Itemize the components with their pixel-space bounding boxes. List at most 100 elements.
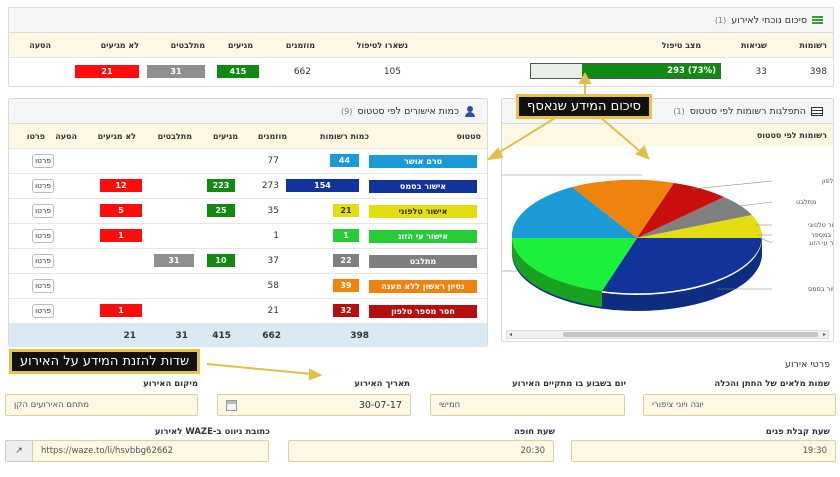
row-invited: 77: [267, 156, 279, 166]
col-invited: מוזמנים: [285, 40, 315, 50]
summary-maybe-badge: 31: [147, 65, 205, 78]
status-totals-row: 398 662 415 31 21: [9, 323, 487, 347]
calendar-icon[interactable]: [226, 399, 237, 411]
table-icon: [811, 106, 823, 116]
summary-records: 398: [809, 67, 827, 77]
couple-names-value: יונה ויוני ציפורי: [652, 400, 704, 410]
progress-bar: 293 (73%): [530, 63, 721, 79]
details-button[interactable]: פרטו: [32, 304, 54, 318]
pie-label-phone: אישור טלפוני: [808, 221, 833, 229]
status-count: (9): [341, 106, 353, 116]
pie-slice-no-phone: [637, 183, 724, 238]
location-value: מתחם האירועים הקן: [14, 400, 89, 410]
col-remaining: נשארו לטיפול: [356, 40, 408, 50]
pie-label-wrong-number: טעות במספר: [811, 231, 833, 239]
pie-slice-maybe: [637, 197, 752, 238]
col-errors: שגיאות: [740, 40, 767, 50]
date-value: 30-07-17: [358, 399, 402, 411]
details-button[interactable]: פרטו: [32, 204, 54, 218]
summary-errors: 33: [755, 67, 767, 77]
table-row: אישור בסמס 154 273 223 12 פרטו: [9, 173, 487, 198]
status-header: כמות אישורים לפי סטטוס (9): [9, 99, 487, 124]
status-panel: כמות אישורים לפי סטטוס (9) סטטוס כמות רש…: [8, 98, 488, 347]
total-maybe: 31: [175, 330, 188, 341]
label-weekday: יום בשבוע בו מתקיים האירוע: [511, 379, 626, 389]
col-transport: הסעה: [29, 40, 51, 50]
status-label: מתלבט: [369, 255, 477, 268]
label-date: תאריך האירוע: [354, 379, 410, 389]
col-handling: מצב טיפול: [661, 40, 701, 50]
pie-label-no-phone: חסר מספר טלפון: [822, 177, 833, 185]
summary-title: סיכום נוכחי לאירוע: [731, 14, 807, 26]
list-icon: [812, 15, 823, 25]
total-count: 398: [350, 330, 369, 341]
external-link-icon[interactable]: ↗: [5, 440, 33, 462]
pie-subheader-label: רשומות לפי סטטוס: [756, 130, 827, 140]
event-section-title: פרטי אירוע: [785, 359, 830, 370]
col-records: רשומות: [799, 40, 827, 50]
couple-names-field[interactable]: יונה ויוני ציפורי: [643, 394, 836, 416]
callout-event-fields: שדות להזנת המידע על האירוע: [9, 349, 201, 374]
row-not-coming-badge: 1: [100, 304, 142, 317]
status-label: נסיון ראשון ללא מענה: [369, 280, 477, 293]
table-row: אישור עי הזוג 1 1 1 פרטו: [9, 223, 487, 248]
progress-fill: [582, 64, 720, 78]
scrollbar-thumb[interactable]: [563, 332, 818, 337]
location-field[interactable]: מתחם האירועים הקן: [5, 394, 198, 416]
status-count-badge: 22: [333, 254, 359, 267]
th-invited: מוזמנים: [257, 131, 287, 141]
status-label: אישור עי הזוג: [369, 230, 477, 243]
col-coming: מגיעים: [228, 40, 253, 50]
row-invited: 21: [267, 306, 279, 316]
status-label: חסר מספר טלפון: [369, 305, 477, 318]
reception-time-field[interactable]: 19:30: [571, 440, 836, 462]
th-transport: הסעה: [55, 131, 77, 141]
details-button[interactable]: פרטו: [32, 154, 54, 168]
row-coming-badge: 25: [207, 204, 235, 217]
details-button[interactable]: פרטו: [32, 254, 54, 268]
total-coming: 415: [212, 330, 231, 341]
summary-header: סיכום נוכחי לאירוע (1): [9, 8, 833, 33]
pie-slice-phone: [637, 215, 763, 238]
row-not-coming-badge: 12: [100, 179, 142, 192]
status-count-badge: 39: [333, 279, 359, 292]
details-button[interactable]: פרטו: [32, 229, 54, 243]
reception-time-value: 19:30: [802, 446, 828, 456]
pie-label-couple: אישור עי הזוג: [809, 239, 833, 247]
th-details: פרטו: [26, 131, 45, 141]
total-invited: 662: [262, 330, 281, 341]
label-couple-names: שמות מלאים של החתן והכלה: [714, 379, 830, 389]
status-count-badge: 1: [333, 229, 359, 242]
label-chuppah: שעת חופה: [513, 427, 555, 437]
summary-remaining: 105: [383, 67, 401, 77]
status-label: אישור בסמס: [369, 180, 477, 193]
pie-panel: התפלגות רשומות לפי סטטוס (1) רשומות לפי …: [501, 98, 834, 342]
callout-summary-info: סיכום המידע שנאסף: [516, 94, 652, 119]
chuppah-time-field[interactable]: 20:30: [288, 440, 554, 462]
table-row: חסר מספר טלפון 32 21 1 פרטו: [9, 298, 487, 323]
details-button[interactable]: פרטו: [32, 279, 54, 293]
pie-count: (1): [673, 106, 685, 116]
status-rows: טרם אושר 44 77 פרטו אישור בסמס 154 273 223 12 פרט…: [9, 148, 487, 323]
status-count-badge: 154: [286, 179, 359, 192]
th-not-coming: לא מגיעים: [97, 131, 136, 141]
summary-data-row: 398 33 293 (73%) 105 662 415 31 21: [9, 57, 833, 86]
progress-text: 293 (73%): [667, 66, 716, 76]
table-row: נסיון ראשון ללא מענה 39 58 פרטו: [9, 273, 487, 298]
pie-label-maybe: מתלבט: [796, 198, 816, 206]
status-count-badge: 32: [333, 304, 359, 317]
pie-horizontal-scrollbar[interactable]: ◂ ▸: [506, 330, 829, 339]
pie-slice-first-try: [572, 179, 674, 238]
status-title: כמות אישורים לפי סטטוס: [357, 105, 459, 117]
row-invited: 37: [267, 256, 279, 266]
details-button[interactable]: פרטו: [32, 179, 54, 193]
th-coming: מגיעים: [213, 131, 238, 141]
weekday-field[interactable]: חמישי: [430, 394, 625, 416]
status-label: אישור טלפוני: [369, 205, 477, 218]
row-coming-badge: 10: [207, 254, 235, 267]
pie-3d-base: [512, 238, 762, 311]
table-row: מתלבט 22 37 10 31 פרטו: [9, 248, 487, 273]
date-field[interactable]: 30-07-17: [217, 394, 411, 416]
pie-title: התפלגות רשומות לפי סטטוס: [689, 105, 806, 117]
waze-url-field[interactable]: https://waze.to/li/hsvbbg62662: [33, 440, 269, 462]
